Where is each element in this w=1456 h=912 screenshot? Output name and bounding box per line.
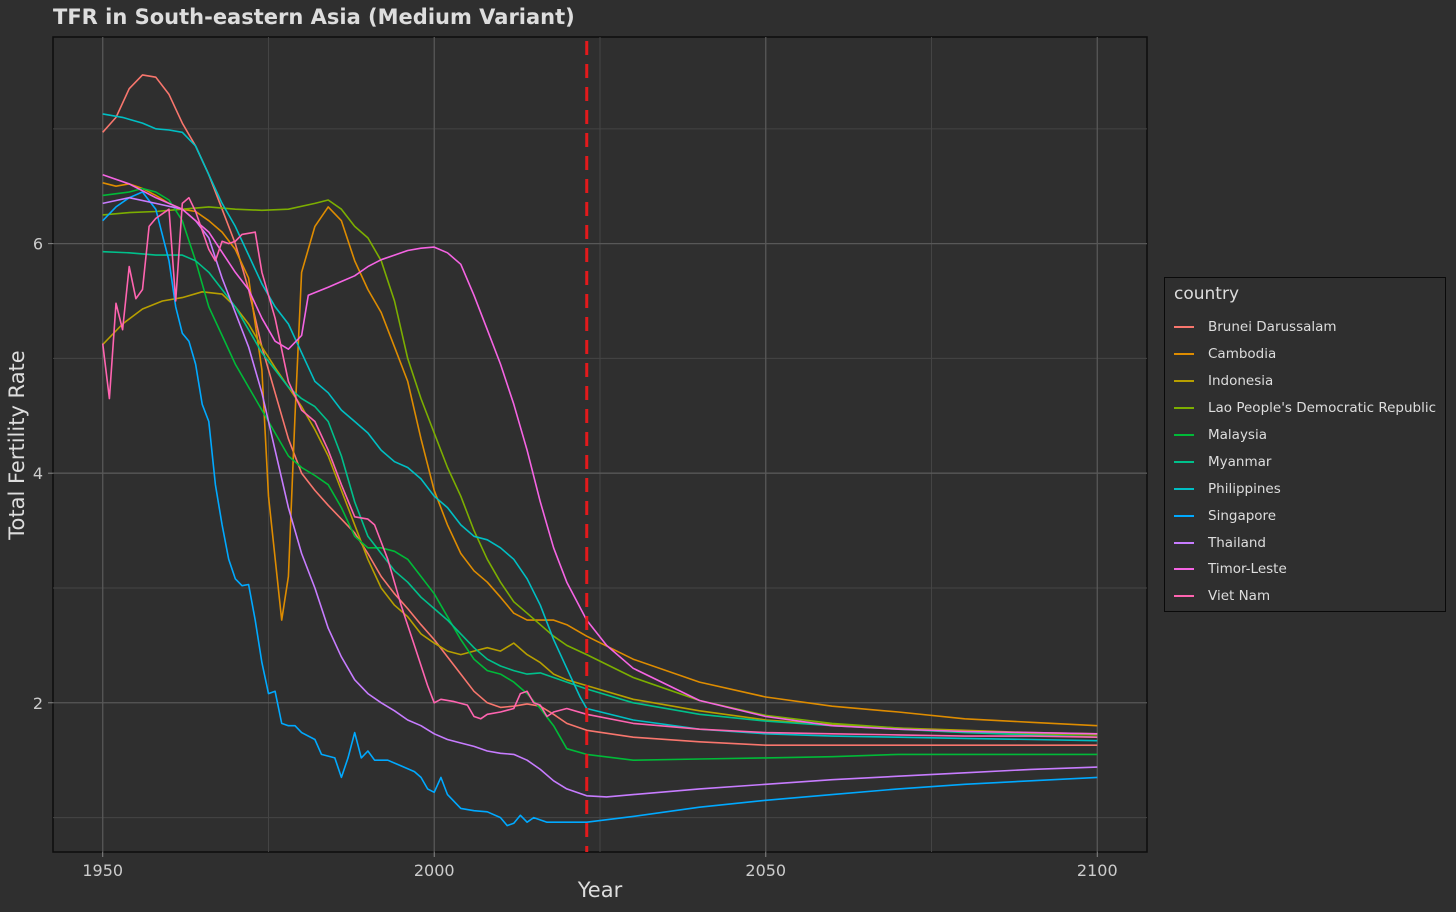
- legend-item: Indonesia: [1174, 368, 1436, 395]
- series-line: [102, 182, 1098, 727]
- x-tick-label: 1950: [82, 861, 123, 880]
- legend-title: country: [1174, 284, 1240, 304]
- legend-label: Malaysia: [1208, 427, 1267, 443]
- y-tick-label: 4: [33, 464, 43, 483]
- legend-item: Myanmar: [1174, 448, 1436, 475]
- x-tick-label: 2100: [1077, 861, 1118, 880]
- series-line: [102, 196, 1098, 798]
- x-tick-label: 2000: [414, 861, 455, 880]
- legend: country Brunei Darussalam Cambodia Indones…: [1164, 277, 1446, 612]
- legend-label: Cambodia: [1208, 346, 1277, 363]
- legend-swatch: [1174, 487, 1194, 490]
- legend-swatch: [1174, 353, 1194, 356]
- series-line: [101, 196, 1098, 738]
- legend-swatch: [1174, 326, 1194, 329]
- legend-label: Singapore: [1208, 507, 1277, 524]
- legend-items: Brunei Darussalam Cambodia Indonesia Lao Pe…: [1174, 314, 1436, 610]
- legend-label: Timor-Leste: [1208, 561, 1287, 578]
- legend-item: Timor-Leste: [1174, 556, 1436, 583]
- x-axis-label: Year: [577, 878, 623, 902]
- chart-title: TFR in South-eastern Asia (Medium Varian…: [53, 5, 575, 29]
- series-line: [102, 173, 1098, 735]
- legend-swatch: [1174, 460, 1194, 463]
- legend-label: Brunei Darussalam: [1208, 319, 1337, 336]
- legend-label: Philippines: [1208, 480, 1281, 497]
- y-axis-label: Total Fertility Rate: [5, 350, 29, 540]
- legend-label: Thailand: [1208, 534, 1266, 551]
- x-tick-label: 2050: [745, 861, 786, 880]
- legend-swatch: [1174, 541, 1194, 544]
- legend-item: Viet Nam: [1174, 583, 1436, 610]
- legend-label: Lao People's Democratic Republic: [1208, 400, 1437, 417]
- legend-item: Brunei Darussalam: [1174, 314, 1436, 341]
- legend-item: Thailand: [1174, 529, 1436, 556]
- legend-label: Viet Nam: [1208, 588, 1271, 605]
- series-line: [102, 187, 1098, 761]
- legend-item: Cambodia: [1174, 341, 1436, 368]
- legend-swatch: [1174, 595, 1194, 598]
- legend-item: Malaysia: [1174, 422, 1436, 449]
- y-tick-label: 2: [33, 694, 43, 713]
- legend-swatch: [1174, 568, 1194, 571]
- legend-item: Singapore: [1174, 502, 1436, 529]
- series-line: [102, 250, 1098, 738]
- legend-label: Myanmar: [1208, 453, 1272, 470]
- legend-swatch: [1174, 380, 1194, 383]
- legend-item: Lao People's Democratic Republic: [1174, 395, 1436, 422]
- y-tick-label: 6: [33, 235, 43, 254]
- legend-label: Indonesia: [1208, 373, 1274, 390]
- legend-swatch: [1174, 407, 1194, 410]
- legend-item: Philippines: [1174, 475, 1436, 502]
- series-line: [102, 113, 1098, 742]
- legend-swatch: [1174, 514, 1194, 517]
- series-line: [102, 191, 1098, 827]
- legend-swatch: [1174, 434, 1194, 436]
